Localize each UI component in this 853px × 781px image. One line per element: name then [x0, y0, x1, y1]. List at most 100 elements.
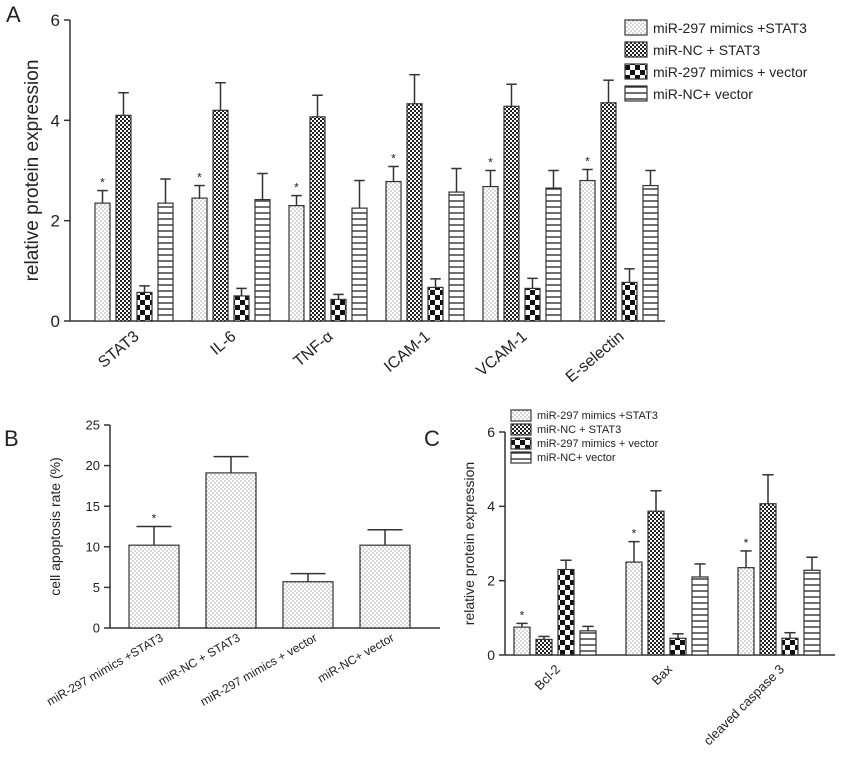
y-tick-label: 0 [51, 312, 60, 331]
y-tick-label: 6 [51, 11, 60, 30]
bar [737, 567, 755, 656]
bar [448, 191, 465, 322]
bar [513, 626, 531, 656]
y-tick-label: 4 [487, 498, 495, 514]
legend-swatch [510, 423, 532, 436]
legend-label: miR-297 mimics +STAT3 [537, 410, 658, 422]
bar [545, 187, 562, 322]
panel-label-b: B [4, 426, 19, 451]
legend-label: miR-297 mimics +STAT3 [653, 20, 807, 36]
y-tick-label: 10 [86, 539, 100, 554]
bar [115, 114, 132, 322]
bar [647, 510, 665, 656]
significance-marker: * [294, 181, 299, 195]
x-category-label: STAT3 [95, 328, 142, 372]
x-category-label: Bax [649, 661, 676, 688]
chart-b: 0 5 10 15 20 25 cell apoptosis rate (%) * miR-29… [44, 418, 440, 709]
bar [191, 197, 208, 322]
y-tick-label: 25 [86, 418, 100, 433]
y-tick-label: 0 [487, 647, 495, 663]
x-category-label: ICAM-1 [381, 328, 434, 376]
legend-swatch [510, 409, 532, 422]
y-tick-label: 0 [93, 621, 100, 636]
y-axis-title: cell apoptosis rate (%) [47, 457, 63, 596]
bar [621, 281, 638, 322]
chart-a: 0 2 4 6 relative protein expression * STAT3 * IL… [22, 11, 808, 386]
bar [385, 180, 402, 322]
legend-label: miR-NC+ vector [653, 86, 753, 102]
legend-swatch [624, 63, 648, 80]
legend-swatch [624, 19, 648, 36]
bar [288, 205, 305, 322]
bar [669, 637, 687, 656]
bar [524, 287, 541, 322]
bar [359, 544, 411, 629]
y-tick-label: 20 [86, 458, 100, 473]
bar [351, 207, 368, 322]
x-category-label: miR-297 mimics +STAT3 [44, 630, 166, 708]
bar [212, 109, 229, 322]
panel-label-c: C [424, 426, 440, 451]
legend-label: miR-NC + STAT3 [537, 424, 621, 436]
bar [406, 103, 423, 322]
bar [557, 568, 575, 656]
bar [205, 472, 257, 629]
legend-swatch [624, 41, 648, 58]
y-tick-label: 2 [487, 573, 495, 589]
bar [625, 561, 643, 656]
y-axis-title: relative protein expression [22, 60, 43, 282]
bar [781, 637, 799, 656]
bar [309, 116, 326, 322]
legend-label: miR-297 mimics + vector [537, 438, 659, 450]
bar [579, 179, 596, 322]
y-tick-label: 4 [51, 111, 60, 130]
y-axis-title: relative protein expression [461, 462, 477, 625]
legend-label: miR-NC + STAT3 [653, 42, 760, 58]
x-category-label: miR-NC+ vector [315, 630, 396, 685]
y-tick-label: 5 [93, 580, 100, 595]
bar [535, 638, 553, 656]
legend-swatch [624, 85, 648, 102]
panel-label-a: A [6, 2, 21, 27]
x-category-label: VCAM-1 [473, 328, 530, 380]
bar [254, 198, 271, 322]
significance-marker: * [488, 156, 493, 170]
significance-marker: * [100, 176, 105, 190]
y-tick-label: 6 [487, 424, 495, 440]
bar [691, 576, 709, 656]
bar [136, 291, 153, 322]
significance-marker: * [197, 171, 202, 185]
x-category-label: IL-6 [208, 328, 240, 359]
legend-swatch [510, 437, 532, 450]
bar [503, 105, 520, 322]
bar [482, 185, 499, 322]
legend-swatch [510, 451, 532, 464]
legend-label: miR-NC+ vector [537, 452, 616, 464]
x-category-label: TNF-α [291, 328, 337, 370]
bar [642, 184, 659, 322]
bar [330, 298, 347, 322]
x-category-label: Bcl-2 [532, 662, 564, 694]
x-category-label: cleaved caspase 3 [700, 662, 787, 749]
bar [128, 544, 180, 629]
significance-marker: * [520, 608, 525, 622]
significance-marker: * [152, 512, 157, 526]
x-category-label: E-selectin [563, 328, 628, 386]
bar [233, 295, 250, 322]
y-tick-label: 2 [51, 212, 60, 231]
significance-marker: * [585, 154, 590, 168]
bar [94, 202, 111, 322]
legend-label: miR-297 mimics + vector [653, 64, 808, 80]
bar [282, 581, 334, 629]
bar [759, 503, 777, 656]
significance-marker: * [632, 527, 637, 541]
significance-marker: * [391, 151, 396, 165]
bar [427, 286, 444, 322]
bar [803, 569, 821, 656]
y-tick-label: 15 [86, 499, 100, 514]
bar [600, 102, 617, 322]
significance-marker: * [744, 536, 749, 550]
bar [157, 202, 174, 322]
bar [579, 630, 597, 656]
